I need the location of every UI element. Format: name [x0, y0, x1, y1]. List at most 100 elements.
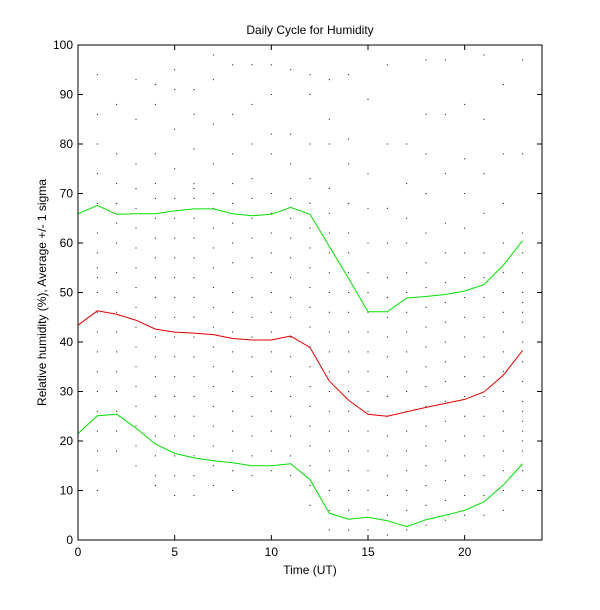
scatter-point [309, 202, 311, 204]
scatter-point [348, 272, 350, 274]
scatter-point [135, 188, 137, 190]
scatter-point [96, 252, 98, 254]
scatter-point [328, 450, 330, 452]
scatter-point [464, 494, 466, 496]
scatter-point [232, 262, 234, 264]
scatter-point [154, 415, 156, 417]
scatter-point [232, 113, 234, 115]
scatter-point [502, 292, 504, 293]
scatter-point [522, 430, 524, 432]
scatter-point [251, 64, 253, 66]
scatter-point [309, 143, 311, 145]
scatter-point [154, 103, 156, 105]
scatter-point [348, 232, 350, 234]
y-tick-label: 10 [60, 484, 74, 498]
scatter-point [309, 267, 311, 269]
scatter-point [290, 455, 292, 457]
scatter-point [290, 336, 292, 338]
scatter-point [348, 371, 350, 373]
scatter-point [464, 252, 466, 254]
scatter-point [270, 450, 272, 452]
scatter-point [483, 336, 485, 338]
scatter-point [116, 410, 118, 412]
scatter-point [348, 430, 350, 432]
y-tick-label: 50 [60, 286, 74, 300]
scatter-point [270, 351, 272, 353]
scatter-point [212, 326, 214, 328]
scatter-point [135, 247, 137, 249]
scatter-point [251, 336, 253, 338]
scatter-point [425, 153, 427, 155]
scatter-point [406, 509, 408, 511]
scatter-point [502, 153, 504, 155]
scatter-point [425, 193, 427, 194]
scatter-point [154, 455, 156, 457]
scatter-point [464, 415, 466, 417]
series-line-2 [77, 413, 524, 528]
scatter-point [483, 212, 485, 214]
chart-title: Daily Cycle for Humidity [246, 23, 373, 37]
scatter-point [116, 391, 118, 392]
scatter-point [193, 217, 195, 219]
scatter-point [154, 153, 156, 155]
scatter-point [290, 257, 292, 259]
scatter-point [367, 242, 369, 244]
scatter-point [193, 316, 195, 318]
scatter-point [522, 232, 524, 234]
scatter-point [232, 470, 234, 472]
scatter-point [483, 475, 485, 477]
scatter-point [212, 405, 214, 407]
scatter-point [193, 336, 195, 338]
scatter-point [328, 410, 330, 412]
scatter-point [328, 430, 330, 432]
scatter-point [444, 400, 446, 402]
scatter-point [251, 296, 253, 298]
scatter-point [425, 262, 427, 264]
scatter-point [116, 202, 118, 204]
scatter-point [212, 445, 214, 447]
scatter-point [290, 163, 292, 165]
series-line-1 [77, 310, 524, 417]
scatter-point [174, 395, 176, 397]
scatter-point [464, 158, 466, 160]
scatter-point [154, 84, 156, 86]
scatter-point [96, 490, 98, 491]
scatter-point [522, 420, 524, 422]
scatter-point [425, 366, 427, 368]
scatter-point [348, 529, 350, 531]
scatter-point [212, 247, 214, 249]
scatter-point [135, 79, 137, 81]
scatter-point [154, 183, 156, 185]
scatter-point [425, 425, 427, 427]
scatter-point [232, 430, 234, 432]
scatter-point [464, 336, 466, 338]
scatter-point [444, 301, 446, 303]
scatter-point [464, 227, 466, 229]
scatter-point [212, 366, 214, 368]
scatter-point [270, 94, 272, 95]
scatter-point [522, 301, 524, 303]
scatter-point [193, 435, 195, 437]
scatter-point [522, 490, 524, 491]
scatter-point [309, 178, 311, 180]
scatter-point [522, 153, 524, 155]
scatter-point [174, 356, 176, 358]
scatter-point [135, 405, 137, 407]
scatter-point [232, 391, 234, 392]
scatter-point [96, 277, 98, 279]
scatter-point [406, 143, 408, 145]
scatter-point [522, 400, 524, 402]
scatter-point [96, 410, 98, 412]
scatter-point [367, 430, 369, 432]
scatter-point [135, 306, 137, 308]
scatter-point [309, 445, 311, 447]
scatter-point [212, 425, 214, 427]
scatter-point [174, 89, 176, 91]
scatter-point [96, 202, 98, 204]
scatter-point [483, 252, 485, 254]
scatter-point [348, 391, 350, 392]
scatter-point [464, 356, 466, 358]
scatter-point [193, 113, 195, 115]
scatter-point [367, 470, 369, 472]
scatter-point [116, 242, 118, 244]
